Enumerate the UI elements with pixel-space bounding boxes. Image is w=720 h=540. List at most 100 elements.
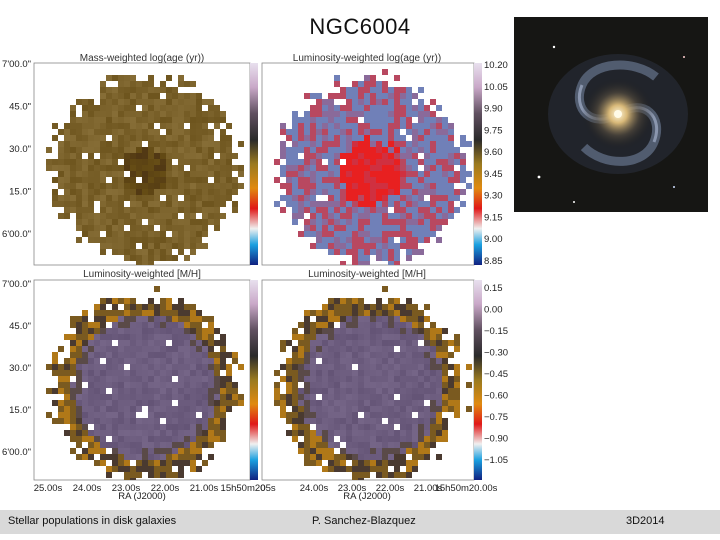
map-spaxel [322, 105, 328, 111]
map-spaxel [346, 388, 352, 394]
map-spaxel [106, 225, 112, 231]
map-spaxel [202, 135, 208, 141]
map-spaxel [136, 87, 142, 93]
map-spaxel [124, 442, 130, 448]
map-spaxel [406, 171, 412, 177]
map-spaxel [178, 412, 184, 418]
map-spaxel [154, 243, 160, 249]
map-spaxel [292, 177, 298, 183]
map-spaxel [196, 454, 202, 460]
map-spaxel [376, 418, 382, 424]
map-spaxel [298, 358, 304, 364]
map-spaxel [214, 219, 220, 225]
map-spaxel [352, 261, 358, 265]
map-spaxel [184, 171, 190, 177]
map-spaxel [334, 237, 340, 243]
map-spaxel [94, 237, 100, 243]
map-spaxel [316, 93, 322, 99]
map-spaxel [370, 237, 376, 243]
map-spaxel [178, 201, 184, 207]
map-spaxel [400, 207, 406, 213]
map-spaxel [220, 334, 226, 340]
map-spaxel [64, 376, 70, 382]
map-spaxel [400, 243, 406, 249]
map-spaxel [304, 189, 310, 195]
map-spaxel [418, 346, 424, 352]
map-spaxel [208, 352, 214, 358]
map-spaxel [316, 406, 322, 412]
dec-tick-label: 30.0" [9, 144, 31, 155]
map-spaxel [346, 165, 352, 171]
map-spaxel [94, 370, 100, 376]
map-spaxel [214, 147, 220, 153]
map-spaxel [208, 159, 214, 165]
map-spaxel [334, 406, 340, 412]
map-spaxel [94, 159, 100, 165]
map-spaxel [400, 394, 406, 400]
map-spaxel [100, 322, 106, 328]
spiral-galaxy-picture [514, 17, 708, 212]
map-spaxel [106, 243, 112, 249]
map-spaxel [118, 99, 124, 105]
map-spaxel [424, 135, 430, 141]
map-spaxel [388, 442, 394, 448]
map-spaxel [304, 165, 310, 171]
map-spaxel [88, 412, 94, 418]
map-spaxel [172, 183, 178, 189]
map-spaxel [322, 382, 328, 388]
map-spaxel [220, 189, 226, 195]
map-spaxel [184, 81, 190, 87]
map-spaxel [346, 358, 352, 364]
map-spaxel [94, 364, 100, 370]
map-spaxel [202, 147, 208, 153]
map-spaxel [94, 352, 100, 358]
map-spaxel [454, 382, 460, 388]
map-spaxel [142, 237, 148, 243]
map-spaxel [184, 418, 190, 424]
map-spaxel [322, 424, 328, 430]
map-spaxel [160, 442, 166, 448]
map-spaxel [136, 147, 142, 153]
map-spaxel [346, 171, 352, 177]
map-spaxel [394, 183, 400, 189]
map-spaxel [148, 177, 154, 183]
map-spaxel [376, 454, 382, 460]
map-spaxel [154, 436, 160, 442]
map-spaxel [274, 370, 280, 376]
map-spaxel [364, 201, 370, 207]
map-spaxel [376, 382, 382, 388]
map-spaxel [388, 147, 394, 153]
map-spaxel [202, 352, 208, 358]
map-spaxel [394, 466, 400, 472]
map-spaxel [100, 364, 106, 370]
map-spaxel [340, 261, 346, 265]
map-spaxel [166, 93, 172, 99]
map-spaxel [400, 159, 406, 165]
map-spaxel [190, 231, 196, 237]
map-spaxel [124, 376, 130, 382]
map-spaxel [310, 400, 316, 406]
map-spaxel [454, 376, 460, 382]
map-spaxel [394, 255, 400, 261]
map-spaxel [76, 328, 82, 334]
map-spaxel [142, 189, 148, 195]
map-spaxel [124, 472, 130, 478]
map-spaxel [130, 472, 136, 478]
map-spaxel [352, 129, 358, 135]
map-spaxel [340, 225, 346, 231]
map-spaxel [136, 418, 142, 424]
map-spaxel [322, 201, 328, 207]
map-spaxel [358, 81, 364, 87]
map-spaxel [400, 388, 406, 394]
map-spaxel [214, 376, 220, 382]
map-spaxel [382, 304, 388, 310]
map-spaxel [322, 376, 328, 382]
map-spaxel [94, 310, 100, 316]
map-spaxel [358, 472, 364, 478]
map-spaxel [424, 177, 430, 183]
map-spaxel [172, 99, 178, 105]
map-spaxel [424, 334, 430, 340]
map-spaxel [130, 340, 136, 346]
map-spaxel [148, 316, 154, 322]
map-spaxel [454, 207, 460, 213]
